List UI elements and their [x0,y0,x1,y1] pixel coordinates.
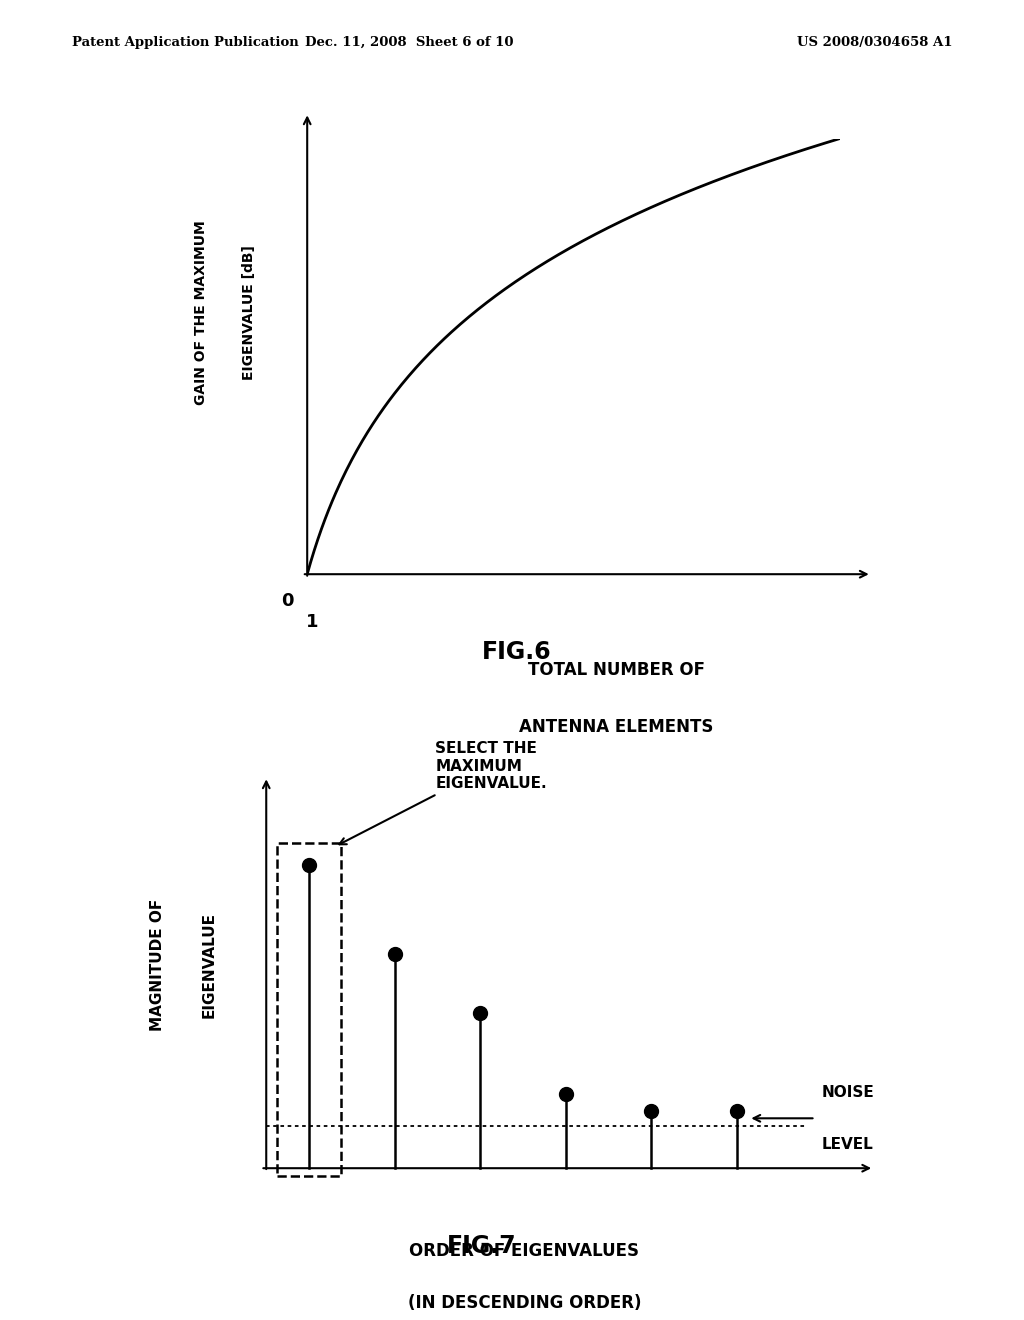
Text: 0: 0 [282,591,294,610]
Text: US 2008/0304658 A1: US 2008/0304658 A1 [797,36,952,49]
Text: GAIN OF THE MAXIMUM: GAIN OF THE MAXIMUM [194,220,208,405]
Text: 1: 1 [306,614,318,631]
Text: MAGNITUDE OF: MAGNITUDE OF [150,899,165,1031]
Text: FIG.6: FIG.6 [482,640,552,664]
Text: (IN DESCENDING ORDER): (IN DESCENDING ORDER) [408,1294,641,1312]
Text: ANTENNA ELEMENTS: ANTENNA ELEMENTS [519,718,714,737]
Text: SELECT THE
MAXIMUM
EIGENVALUE.: SELECT THE MAXIMUM EIGENVALUE. [339,742,547,845]
Text: LEVEL: LEVEL [821,1137,872,1151]
Text: Dec. 11, 2008  Sheet 6 of 10: Dec. 11, 2008 Sheet 6 of 10 [305,36,514,49]
Text: ORDER OF EIGENVALUES: ORDER OF EIGENVALUES [410,1242,639,1261]
Text: TOTAL NUMBER OF: TOTAL NUMBER OF [527,661,705,680]
Text: EIGENVALUE [dB]: EIGENVALUE [dB] [242,246,256,380]
Text: Patent Application Publication: Patent Application Publication [72,36,298,49]
Text: EIGENVALUE: EIGENVALUE [202,912,216,1018]
Text: FIG.7: FIG.7 [446,1234,516,1258]
Text: NOISE: NOISE [821,1085,873,1100]
